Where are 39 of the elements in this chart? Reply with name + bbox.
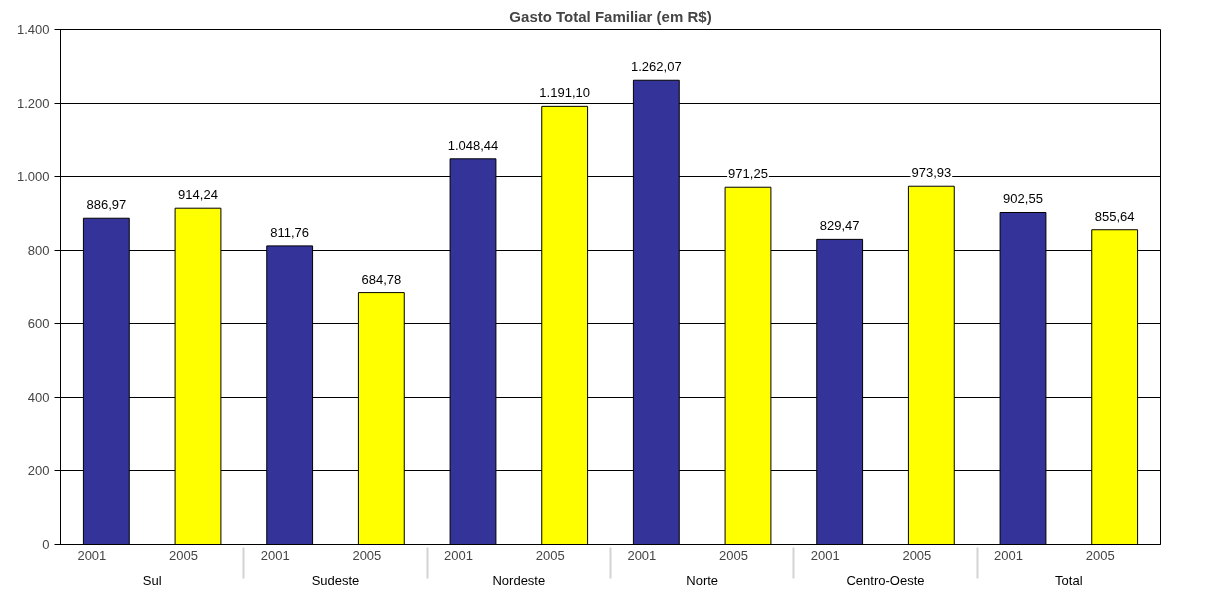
y-tick-label: 1.400 bbox=[16, 22, 50, 37]
y-tick-label: 400 bbox=[27, 389, 50, 405]
x-tick-label: Norte bbox=[686, 572, 719, 588]
text: 2005 bbox=[535, 548, 565, 563]
data-label: 973,93 bbox=[911, 165, 952, 181]
data-label: 829,47 bbox=[819, 218, 860, 234]
chart-title: Gasto Total Familiar (em R$) bbox=[509, 7, 712, 25]
text: 2001 bbox=[444, 548, 473, 563]
data-label: 1.262,07 bbox=[631, 59, 682, 75]
series-label: 2005 bbox=[169, 548, 198, 563]
text: 2001 bbox=[994, 548, 1023, 563]
text: 2001 bbox=[627, 548, 657, 563]
y-tick-label: 1.200 bbox=[16, 95, 50, 111]
x-tick-label: Centro-Oeste bbox=[846, 572, 925, 588]
y-tick-label: 0 bbox=[42, 537, 50, 552]
data-label: 886,97 bbox=[86, 197, 127, 213]
text: 2005 bbox=[902, 548, 932, 563]
text: 2001 bbox=[810, 548, 840, 563]
data-label: 914,24 bbox=[178, 187, 218, 203]
data-label: 971,25 bbox=[728, 166, 768, 182]
x-tick-label: Total bbox=[1055, 572, 1083, 588]
x-tick-label: Sudeste bbox=[311, 572, 360, 588]
y-tick-label: 800 bbox=[27, 242, 50, 258]
text: 2005 bbox=[352, 548, 382, 563]
x-tick-label: Sul bbox=[142, 572, 162, 588]
data-label: 1.191,10 bbox=[539, 85, 590, 101]
y-tick-label: 600 bbox=[27, 316, 50, 332]
data-label: 1.048,44 bbox=[447, 137, 499, 153]
data-label: 811,76 bbox=[270, 224, 310, 240]
text: 2005 bbox=[1085, 548, 1115, 563]
series-label: 2001 bbox=[77, 548, 107, 563]
data-label: 902,55 bbox=[1003, 191, 1043, 207]
y-tick-label: 1.000 bbox=[16, 169, 50, 185]
data-label: 855,64 bbox=[1094, 208, 1135, 224]
y-tick-label: 200 bbox=[27, 463, 50, 479]
data-label: 684,78 bbox=[361, 271, 402, 287]
text: 2001 bbox=[260, 548, 290, 563]
x-tick-label: Nordeste bbox=[492, 572, 546, 588]
text: 2005 bbox=[719, 548, 748, 563]
